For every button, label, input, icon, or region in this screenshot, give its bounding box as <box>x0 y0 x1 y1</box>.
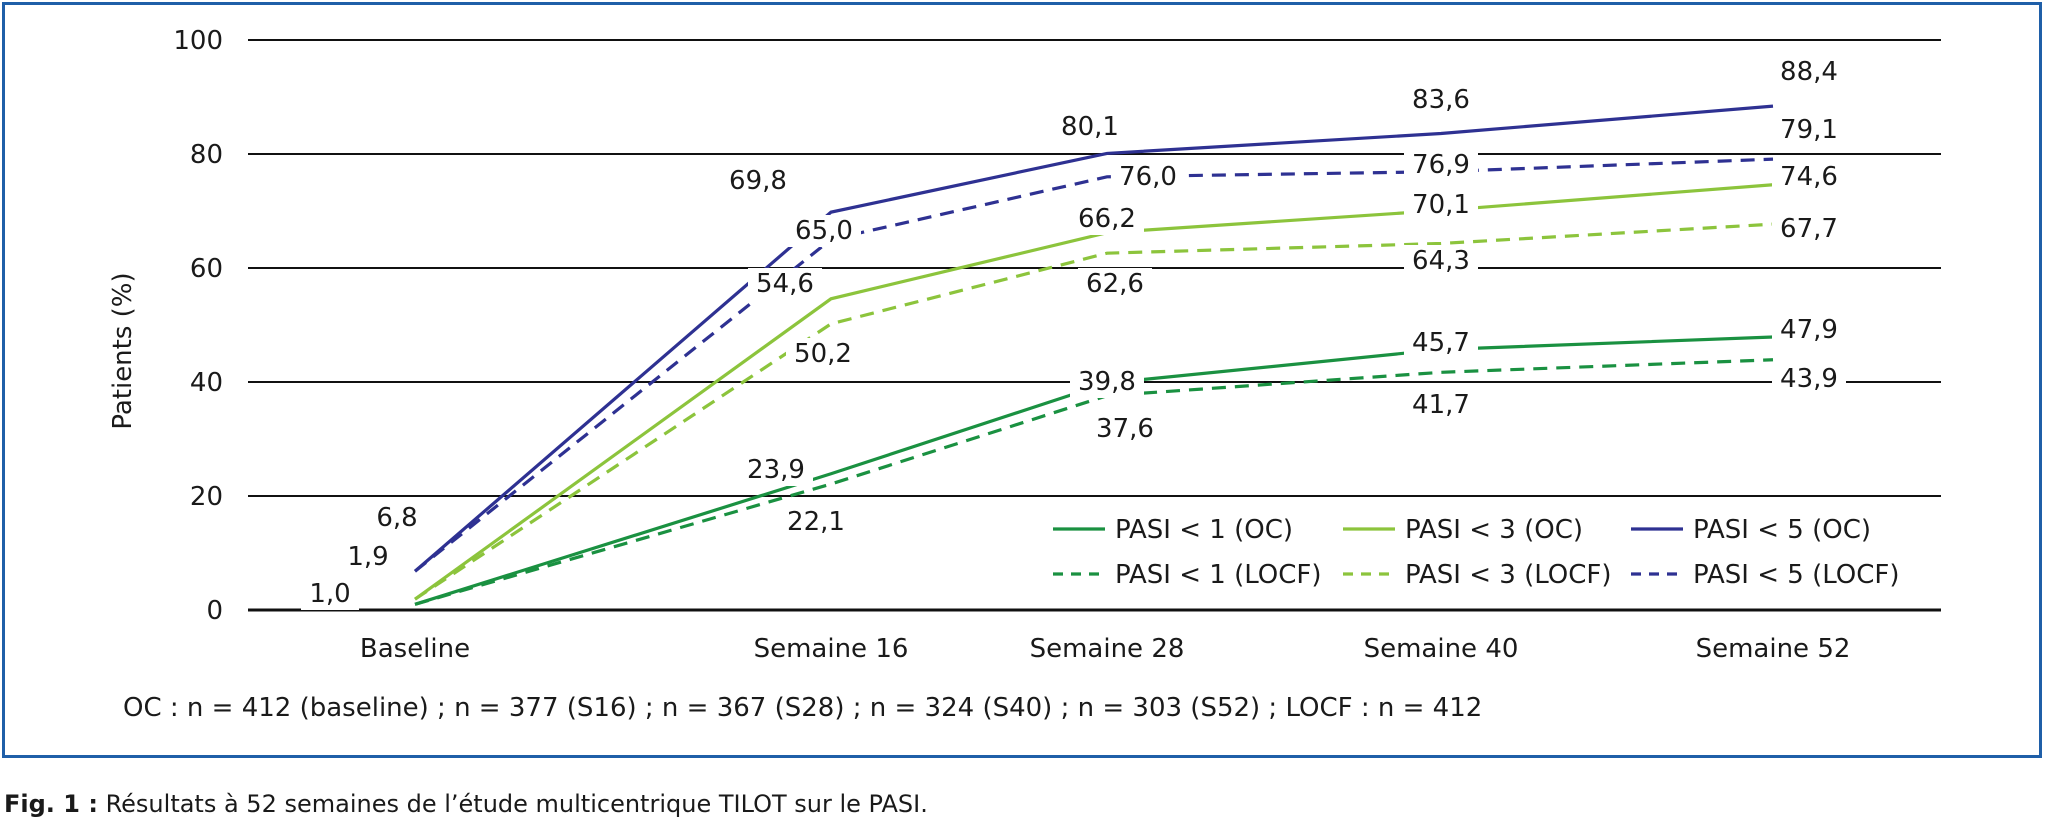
legend-label: PASI < 1 (LOCF) <box>1115 560 1322 590</box>
data-label-bg <box>787 215 861 247</box>
legend-label: PASI < 5 (OC) <box>1693 515 1871 545</box>
x-tick-label: Baseline <box>360 634 470 664</box>
data-label: 1,9 <box>347 542 388 572</box>
caption-label: Fig. 1 : <box>4 790 98 818</box>
x-tick-label: Semaine 40 <box>1364 634 1519 664</box>
data-label: 83,6 <box>1412 85 1470 115</box>
y-tick-label: 20 <box>190 482 223 512</box>
sample-size-note: OC : n = 412 (baseline) ; n = 377 (S16) … <box>123 693 1483 723</box>
data-label: 76,9 <box>1412 150 1470 180</box>
legend: PASI < 1 (OC) PASI < 3 (OC) PASI < 5 (OC) P… <box>1053 515 1900 590</box>
data-label: 67,7 <box>1780 214 1838 244</box>
line-chart: 0 20 40 60 80 100 Baseline Semaine 16 Semaine 2… <box>108 26 1941 664</box>
data-label: 39,8 <box>1078 367 1136 397</box>
data-label: 37,6 <box>1096 414 1154 444</box>
data-label-bg <box>1404 149 1478 181</box>
series-line <box>414 222 1774 601</box>
y-axis-label: Patients (%) <box>108 272 138 429</box>
data-label: 1,0 <box>309 579 350 609</box>
data-label-bg <box>1772 363 1846 395</box>
data-label-bg <box>1772 314 1846 346</box>
data-label-bg <box>1053 111 1127 143</box>
legend-label: PASI < 3 (OC) <box>1405 515 1583 545</box>
data-label: 62,6 <box>1086 269 1144 299</box>
data-label-bg <box>748 268 822 300</box>
figure-frame: 0 20 40 60 80 100 Baseline Semaine 16 Semaine 2… <box>2 2 2042 758</box>
data-label-bg <box>1772 161 1846 193</box>
x-tick-label: Semaine 28 <box>1030 634 1185 664</box>
legend-label: PASI < 1 (OC) <box>1115 515 1293 545</box>
data-label: 45,7 <box>1412 328 1470 358</box>
data-label: 88,4 <box>1780 57 1838 87</box>
data-label-bg <box>1772 56 1846 88</box>
x-tick-label: Semaine 16 <box>754 634 909 664</box>
data-label-bg <box>339 541 397 573</box>
data-label-bg <box>786 338 860 370</box>
y-tick-label: 100 <box>173 26 223 56</box>
data-label: 80,1 <box>1061 112 1119 142</box>
data-label: 64,3 <box>1412 246 1470 276</box>
series-line <box>413 104 1774 573</box>
x-tick-label: Semaine 52 <box>1696 634 1851 664</box>
y-axis-ticks: 0 20 40 60 80 100 <box>173 26 223 626</box>
data-label: 6,8 <box>376 503 417 533</box>
y-tick-label: 40 <box>190 368 223 398</box>
data-label-bg <box>1404 189 1478 221</box>
data-label-bg <box>1404 327 1478 359</box>
data-label-bg <box>721 165 795 197</box>
data-label: 47,9 <box>1780 315 1838 345</box>
y-tick-label: 0 <box>206 596 223 626</box>
legend-label: PASI < 5 (LOCF) <box>1693 560 1900 590</box>
data-label: 50,2 <box>794 339 852 369</box>
data-label: 69,8 <box>729 166 787 196</box>
data-label-bg <box>1772 213 1846 245</box>
data-label-bg <box>739 454 813 486</box>
data-label-bg <box>1772 114 1846 146</box>
y-tick-label: 80 <box>190 140 223 170</box>
data-label-bg <box>1088 413 1162 445</box>
data-label: 43,9 <box>1780 364 1838 394</box>
grid-lines <box>248 39 1941 612</box>
legend-label: PASI < 3 (LOCF) <box>1405 560 1612 590</box>
data-label: 79,1 <box>1780 115 1838 145</box>
data-label: 74,6 <box>1780 162 1838 192</box>
data-label: 22,1 <box>787 507 845 537</box>
caption-text: Résultats à 52 semaines de l’étude multi… <box>97 790 928 818</box>
data-label-bg <box>368 502 426 534</box>
figure-caption: Fig. 1 : Résultats à 52 semaines de l’ét… <box>4 790 928 818</box>
data-label: 70,1 <box>1412 190 1470 220</box>
data-label-bg <box>1070 366 1144 398</box>
data-label: 54,6 <box>756 269 814 299</box>
data-label: 41,7 <box>1412 390 1470 420</box>
data-label-bg <box>1111 161 1185 193</box>
data-label-bg <box>1404 245 1478 277</box>
series-line <box>414 157 1774 573</box>
data-label-bg <box>779 506 853 538</box>
data-labels: 23,9 39,8 45,7 47,9 54,6 66,2 70,1 74,6 6,8 69,8 8… <box>301 56 1846 610</box>
data-label-bg <box>1404 389 1478 421</box>
data-label: 23,9 <box>747 455 805 485</box>
data-label-bg <box>1404 84 1478 116</box>
data-label-bg <box>1078 268 1152 300</box>
data-label: 66,2 <box>1078 204 1136 234</box>
y-tick-label: 60 <box>190 254 223 284</box>
x-axis-ticks: Baseline Semaine 16 Semaine 28 Semaine 40 Se… <box>360 634 1851 664</box>
data-label: 76,0 <box>1119 162 1177 192</box>
data-label-bg <box>301 578 359 610</box>
data-label: 65,0 <box>795 216 853 246</box>
data-label-bg <box>1070 203 1144 235</box>
